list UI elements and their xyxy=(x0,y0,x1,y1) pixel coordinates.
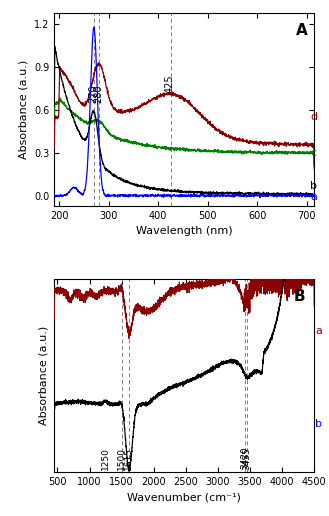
Text: A: A xyxy=(296,23,308,38)
Text: c: c xyxy=(310,148,316,158)
Text: 280: 280 xyxy=(93,85,103,103)
Y-axis label: Absorbance (a.u.): Absorbance (a.u.) xyxy=(18,60,29,159)
Text: B: B xyxy=(293,289,305,304)
X-axis label: Wavenumber (cm⁻¹): Wavenumber (cm⁻¹) xyxy=(127,493,241,503)
Text: 1615: 1615 xyxy=(124,447,133,470)
Y-axis label: Absorbance (a.u.): Absorbance (a.u.) xyxy=(39,326,49,425)
Text: 1500: 1500 xyxy=(117,447,126,470)
Text: d: d xyxy=(310,112,317,122)
Text: a: a xyxy=(316,326,322,336)
Text: 3455: 3455 xyxy=(242,447,251,470)
Text: a: a xyxy=(310,192,317,202)
Text: 1250: 1250 xyxy=(101,447,110,470)
Text: 425: 425 xyxy=(164,74,175,93)
Text: b: b xyxy=(310,181,317,191)
X-axis label: Wavelength (nm): Wavelength (nm) xyxy=(136,227,233,236)
Text: 3420: 3420 xyxy=(240,447,249,470)
Text: b: b xyxy=(316,418,322,428)
Text: 270: 270 xyxy=(88,84,98,103)
